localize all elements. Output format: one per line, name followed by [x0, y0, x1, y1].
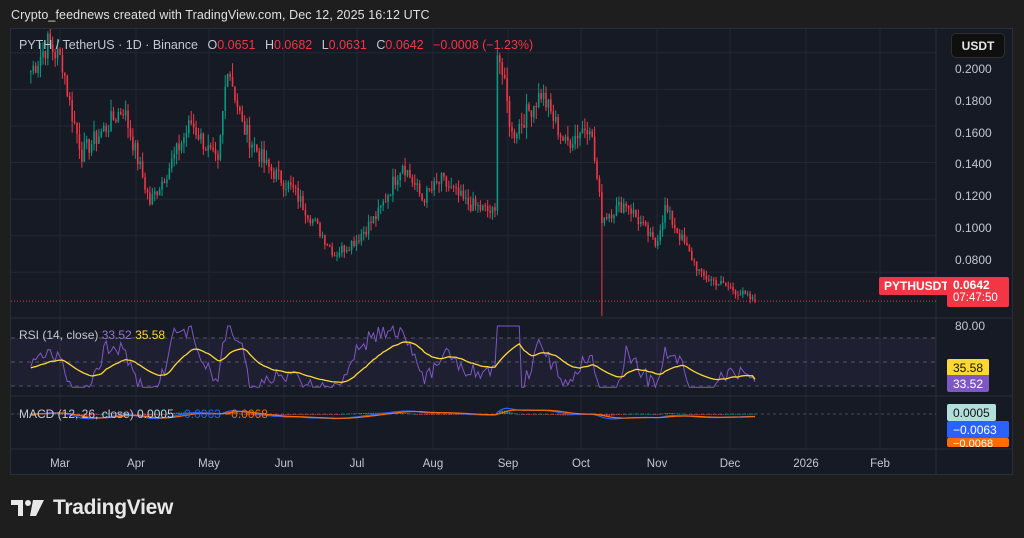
- rsi-value-tag: 33.52: [947, 375, 990, 392]
- time-tick: May: [198, 458, 220, 470]
- price-tick: 0.0800: [955, 253, 992, 267]
- macd-signal-tag: −0.0068: [947, 438, 1009, 447]
- symbol-price-tag: PYTHUSDT: [879, 277, 954, 295]
- rsi-label: RSI (14, close): [19, 328, 99, 342]
- rsi-legend[interactable]: RSI (14, close) 33.52 35.58: [19, 328, 165, 342]
- high-value: 0.0682: [273, 38, 313, 52]
- macd-hist-value: 0.0005: [137, 407, 174, 421]
- close-label: C: [376, 38, 386, 52]
- low-value: 0.0631: [328, 38, 367, 52]
- last-price-value: 0.0642: [953, 278, 990, 292]
- price-tick: 0.1000: [955, 221, 992, 235]
- time-tick: Nov: [646, 458, 668, 470]
- price-legend: PYTH / TetherUS · 1D · Binance O0.0651 H…: [19, 38, 533, 52]
- brand-name: TradingView: [53, 496, 174, 519]
- time-tick: Sep: [497, 458, 519, 470]
- macd-tag: −0.0063: [947, 421, 1009, 438]
- macd-hist-tag: 0.0005: [947, 404, 996, 421]
- bar-countdown: 07:47:50: [953, 292, 998, 304]
- time-tick: Jul: [349, 458, 365, 470]
- low-label: L: [321, 38, 329, 52]
- price-tick: 0.1600: [955, 126, 992, 140]
- time-tick: 2026: [793, 458, 819, 470]
- time-tick: Apr: [127, 458, 145, 470]
- time-tick: Dec: [719, 458, 741, 470]
- tradingview-brand: TradingView: [11, 496, 173, 520]
- open-label: O: [207, 38, 218, 52]
- last-price-tag: 0.0642 07:47:50: [947, 277, 1009, 307]
- price-tick: 0.1200: [955, 189, 992, 203]
- currency-button[interactable]: USDT: [951, 33, 1005, 58]
- rsi-ma-tag: 35.58: [947, 359, 990, 376]
- high-label: H: [264, 38, 274, 52]
- time-tick: Oct: [572, 458, 590, 470]
- price-tick: 0.1800: [955, 94, 992, 108]
- time-tick: Aug: [422, 458, 444, 470]
- macd-label: MACD (12, 26, close): [19, 407, 134, 421]
- open-value: 0.0651: [217, 38, 256, 52]
- macd-signal-value: −0.0068: [224, 407, 268, 421]
- macd-legend[interactable]: MACD (12, 26, close) 0.0005 −0.0063 −0.0…: [19, 407, 268, 421]
- attribution-line: Crypto_feednews created with TradingView…: [11, 8, 430, 22]
- time-tick: Feb: [870, 458, 890, 470]
- rsi-ma-value: 35.58: [135, 328, 166, 342]
- time-tick: Mar: [50, 458, 70, 470]
- rsi-value: 33.52: [101, 328, 132, 342]
- tradingview-logo-icon: [11, 500, 44, 516]
- time-tick: Jun: [274, 458, 294, 470]
- symbol-label[interactable]: PYTH / TetherUS · 1D · Binance: [19, 38, 199, 52]
- rsi-axis-tick: 80.00: [955, 319, 986, 333]
- change-value: −0.0008 (−1.23%): [433, 38, 534, 52]
- close-value: 0.0642: [385, 38, 424, 52]
- chart-canvas[interactable]: [11, 29, 1013, 475]
- chart-frame[interactable]: PYTH / TetherUS · 1D · Binance O0.0651 H…: [10, 28, 1013, 475]
- price-tick: 0.1400: [955, 157, 992, 171]
- price-tick: 0.2000: [955, 62, 992, 76]
- macd-value: −0.0063: [177, 407, 221, 421]
